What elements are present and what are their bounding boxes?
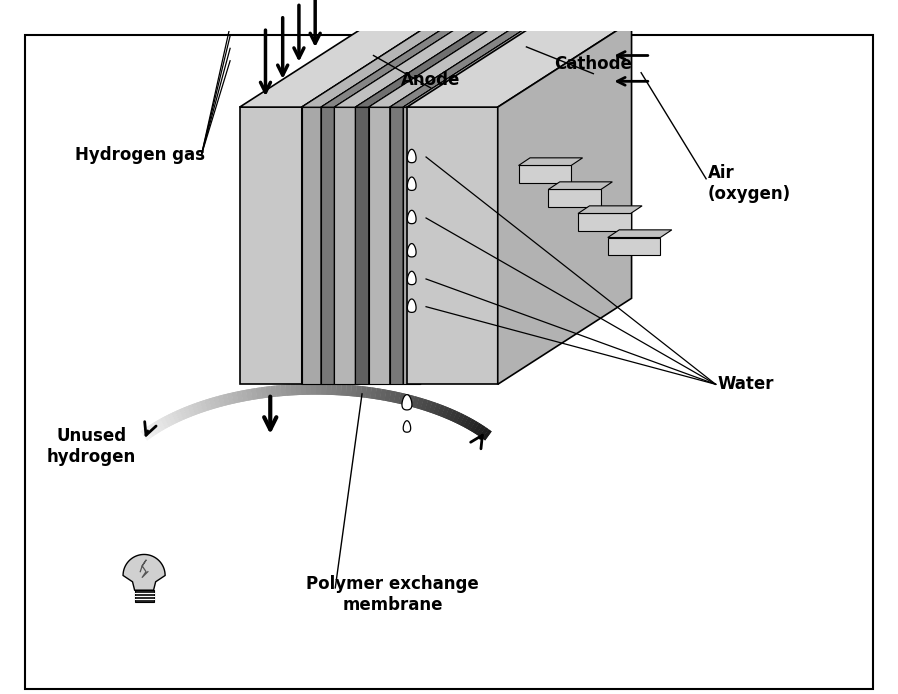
Polygon shape: [407, 107, 497, 384]
Polygon shape: [240, 21, 436, 107]
Bar: [135, 590, 154, 602]
Text: Anode: Anode: [401, 71, 461, 90]
Text: Polymer exchange
membrane: Polymer exchange membrane: [306, 575, 479, 614]
Polygon shape: [321, 107, 334, 384]
Polygon shape: [321, 21, 454, 384]
Polygon shape: [390, 21, 537, 107]
Polygon shape: [334, 21, 468, 384]
Polygon shape: [420, 21, 554, 384]
Polygon shape: [403, 21, 554, 107]
Polygon shape: [549, 182, 612, 189]
Text: Unused
hydrogen: Unused hydrogen: [47, 427, 136, 466]
Polygon shape: [608, 230, 672, 237]
Text: Water: Water: [718, 375, 774, 393]
Polygon shape: [408, 271, 416, 285]
Polygon shape: [334, 107, 356, 384]
Polygon shape: [408, 299, 416, 312]
Polygon shape: [356, 107, 369, 384]
Polygon shape: [403, 107, 420, 384]
Polygon shape: [578, 206, 642, 214]
Polygon shape: [302, 107, 321, 384]
Polygon shape: [497, 21, 631, 384]
Polygon shape: [321, 21, 468, 107]
Polygon shape: [403, 421, 410, 432]
Text: Hydrogen gas: Hydrogen gas: [75, 146, 206, 164]
Text: Air
(oxygen): Air (oxygen): [708, 164, 791, 203]
Polygon shape: [608, 237, 660, 255]
Polygon shape: [390, 21, 524, 384]
Polygon shape: [123, 555, 165, 590]
Polygon shape: [302, 21, 454, 107]
Polygon shape: [240, 107, 302, 384]
Polygon shape: [369, 21, 524, 107]
Polygon shape: [408, 149, 416, 162]
Polygon shape: [334, 21, 489, 107]
Polygon shape: [356, 21, 503, 107]
Polygon shape: [403, 21, 537, 384]
Polygon shape: [402, 395, 412, 410]
Polygon shape: [578, 214, 630, 230]
Polygon shape: [356, 21, 489, 384]
Polygon shape: [302, 21, 436, 384]
Polygon shape: [518, 165, 571, 183]
Text: Cathode: Cathode: [554, 55, 632, 73]
Polygon shape: [408, 210, 416, 223]
Polygon shape: [549, 189, 601, 207]
Polygon shape: [369, 107, 390, 384]
Polygon shape: [407, 21, 631, 107]
Polygon shape: [390, 107, 403, 384]
Polygon shape: [369, 21, 503, 384]
Polygon shape: [518, 158, 583, 165]
Polygon shape: [408, 244, 416, 257]
Polygon shape: [408, 177, 416, 190]
